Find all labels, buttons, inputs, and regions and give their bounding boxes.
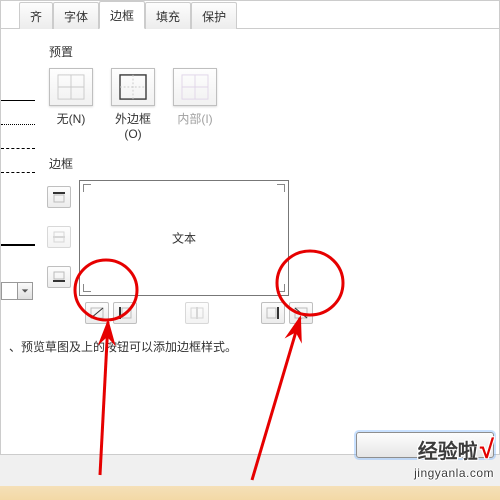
preset-outline-button[interactable] [111, 68, 155, 106]
border-preview: 文本 [79, 180, 289, 296]
preset-label: 预置 [49, 43, 491, 60]
preset-inside-label: 内部(I) [173, 110, 217, 141]
corner-mark [277, 184, 285, 192]
preset-outline-label: 外边框(O) [111, 110, 155, 141]
mid-v-border-button[interactable] [185, 302, 209, 324]
bottom-border-buttons [85, 302, 491, 324]
dialog-content: 预置 [1, 29, 499, 363]
diag-up-border-button[interactable] [85, 302, 109, 324]
border-editor: 文本 [49, 180, 491, 324]
color-swatch [2, 283, 18, 299]
top-border-button[interactable] [47, 186, 71, 208]
side-buttons [47, 186, 71, 288]
line-style-dashdot2[interactable] [1, 211, 35, 229]
line-style-dash[interactable] [1, 163, 35, 181]
tab-bar: 齐 字体 边框 填充 保护 [1, 1, 499, 29]
dialog-window: 齐 字体 边框 填充 保护 预置 [0, 0, 500, 455]
hint-text: 、预览草图及上的按钮可以添加边框样式。 [9, 338, 491, 355]
watermark-brand: 经验啦√ [418, 434, 494, 465]
tab-font[interactable]: 字体 [53, 2, 99, 29]
preset-inside-button[interactable] [173, 68, 217, 106]
diag-down-border-button[interactable] [289, 302, 313, 324]
check-icon: √ [480, 434, 494, 465]
line-style-dashdot[interactable] [1, 187, 35, 205]
tab-border[interactable]: 边框 [99, 1, 145, 29]
corner-mark [277, 284, 285, 292]
chevron-down-icon[interactable] [18, 283, 32, 299]
corner-mark [83, 184, 91, 192]
line-style-thick[interactable] [1, 235, 35, 253]
mid-h-border-button[interactable] [47, 226, 71, 248]
bottom-border-button[interactable] [47, 266, 71, 288]
line-style-dot[interactable] [1, 115, 35, 133]
preview-text: 文本 [172, 230, 196, 247]
preset-captions: 无(N) 外边框(O) 内部(I) [49, 110, 491, 141]
tab-fill[interactable]: 填充 [145, 2, 191, 29]
preset-none-label: 无(N) [49, 110, 93, 141]
preset-row [49, 68, 491, 106]
line-style-thin[interactable] [1, 91, 35, 109]
tab-align[interactable]: 齐 [19, 2, 53, 29]
line-style-none[interactable] [1, 67, 35, 85]
line-style-list[interactable] [1, 67, 39, 259]
watermark-url: jingyanla.com [414, 466, 494, 480]
preset-none-button[interactable] [49, 68, 93, 106]
left-border-button[interactable] [113, 302, 137, 324]
line-style-dash-s[interactable] [1, 139, 35, 157]
border-label: 边框 [49, 155, 491, 172]
color-combo[interactable] [1, 282, 33, 300]
corner-mark [83, 284, 91, 292]
status-strip [0, 486, 500, 500]
right-border-button[interactable] [261, 302, 285, 324]
tab-protect[interactable]: 保护 [191, 2, 237, 29]
